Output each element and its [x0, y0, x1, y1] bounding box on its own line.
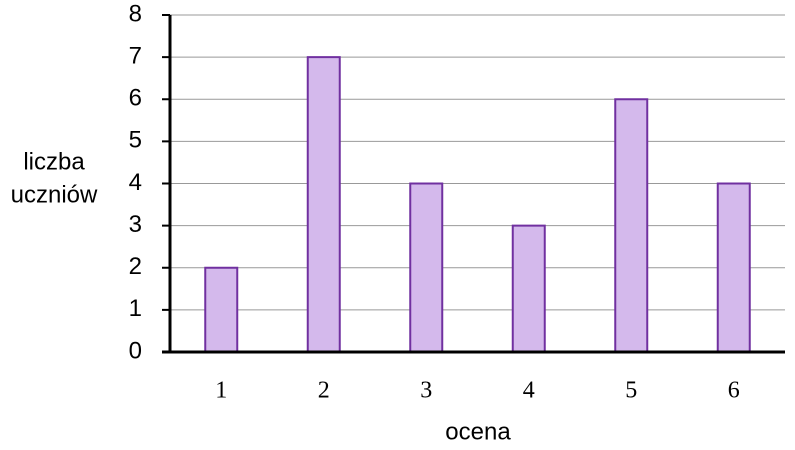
x-tick-label: 5	[625, 378, 637, 404]
y-tick-label: 6	[129, 85, 142, 112]
y-tick-label: 8	[129, 0, 142, 27]
y-axis-label: liczba	[23, 148, 85, 175]
bar	[306, 56, 341, 353]
y-tick-label: 5	[129, 127, 142, 154]
x-axis-label: ocena	[445, 418, 511, 445]
y-tick-label: 2	[129, 253, 142, 280]
y-tick-label: 4	[129, 169, 142, 196]
y-tick-label: 0	[129, 337, 142, 364]
x-tick-label: 2	[318, 378, 330, 404]
bar	[511, 224, 546, 353]
bar	[409, 182, 444, 353]
x-tick-label: 1	[215, 378, 227, 404]
bar	[614, 98, 649, 353]
y-tick-label: 1	[129, 295, 142, 322]
bar	[204, 266, 239, 353]
x-tick-label: 6	[728, 378, 740, 404]
x-tick-label: 3	[420, 378, 432, 404]
x-tick-label: 4	[523, 378, 535, 404]
bar	[716, 182, 751, 353]
y-tick-label: 7	[129, 42, 142, 69]
y-tick-label: 3	[129, 211, 142, 238]
y-axis-label: uczniów	[11, 181, 98, 208]
